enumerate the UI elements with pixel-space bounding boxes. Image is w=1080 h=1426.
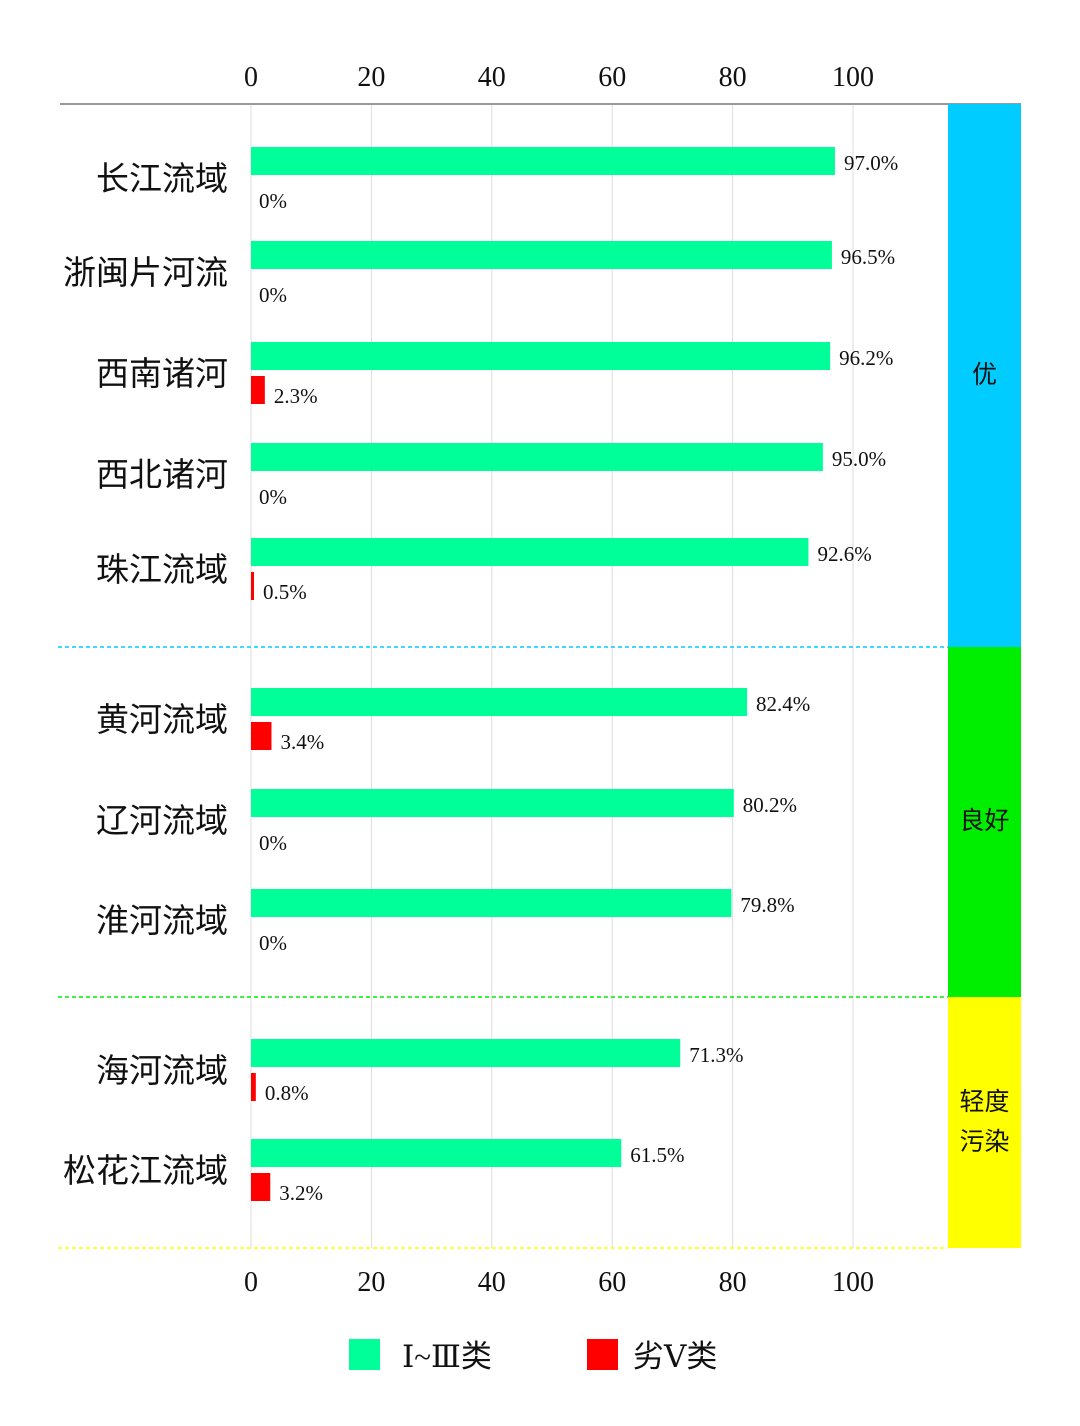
legend-label-below-class5: 劣Ⅴ类 bbox=[633, 1339, 717, 1374]
bar-class1-3 bbox=[251, 688, 748, 716]
bar-below-class5 bbox=[251, 572, 255, 600]
bar-class1-3 bbox=[251, 1039, 681, 1067]
group-label: 良好 bbox=[959, 808, 1010, 835]
group-band bbox=[948, 647, 1021, 997]
data-label-below-class5: 0% bbox=[259, 931, 287, 955]
data-label-class1-3: 82.4% bbox=[756, 692, 810, 716]
bar-class1-3 bbox=[251, 241, 832, 269]
group-label: 优 bbox=[971, 361, 997, 389]
data-label-class1-3: 96.2% bbox=[839, 346, 893, 370]
group-label-box: 优 bbox=[948, 104, 1021, 647]
category-label: 辽河流域 bbox=[96, 803, 228, 840]
bar-class1-3 bbox=[251, 538, 809, 566]
x-tick-label-bottom: 80 bbox=[719, 1267, 747, 1298]
x-tick-label-top: 100 bbox=[832, 62, 874, 93]
data-label-class1-3: 79.8% bbox=[740, 893, 794, 917]
bar-class1-3 bbox=[251, 889, 732, 917]
category-label: 海河流域 bbox=[96, 1053, 228, 1090]
data-label-class1-3: 80.2% bbox=[743, 793, 797, 817]
data-label-below-class5: 0.5% bbox=[263, 580, 307, 604]
category-label: 西北诸河 bbox=[96, 458, 228, 494]
x-tick-label-bottom: 40 bbox=[478, 1267, 506, 1298]
category-label: 长江流域 bbox=[96, 161, 228, 198]
bar-class1-3 bbox=[251, 1139, 622, 1167]
legend-swatch-class1-3 bbox=[349, 1339, 380, 1370]
data-label-class1-3: 97.0% bbox=[844, 151, 898, 175]
data-label-below-class5: 0% bbox=[259, 283, 287, 307]
group-label: 轻度污染 bbox=[959, 1088, 1010, 1156]
category-label: 珠江流域 bbox=[96, 552, 228, 589]
data-label-class1-3: 71.3% bbox=[689, 1043, 743, 1067]
data-label-class1-3: 96.5% bbox=[841, 245, 895, 269]
category-label: 西南诸河 bbox=[96, 356, 228, 393]
data-label-below-class5: 2.3% bbox=[274, 384, 318, 408]
bar-below-class5 bbox=[251, 722, 272, 750]
group-label-box: 轻度污染 bbox=[948, 997, 1021, 1248]
x-tick-label-bottom: 0 bbox=[244, 1267, 258, 1298]
x-tick-label-top: 0 bbox=[244, 62, 258, 93]
category-label: 淮河流域 bbox=[96, 903, 228, 940]
bar-below-class5 bbox=[251, 1173, 271, 1201]
data-label-class1-3: 92.6% bbox=[817, 542, 871, 566]
bar-class1-3 bbox=[251, 443, 823, 471]
group-band bbox=[948, 104, 1021, 647]
x-tick-label-bottom: 20 bbox=[357, 1267, 385, 1298]
bar-below-class5 bbox=[251, 1073, 256, 1101]
category-label: 黄河流域 bbox=[96, 702, 228, 739]
x-tick-label-top: 20 bbox=[357, 62, 385, 93]
x-tick-label-top: 80 bbox=[719, 62, 747, 93]
x-tick-label-top: 40 bbox=[478, 62, 506, 93]
data-label-below-class5: 0% bbox=[259, 831, 287, 855]
x-tick-label-top: 60 bbox=[598, 62, 626, 93]
group-band bbox=[948, 997, 1021, 1248]
data-label-class1-3: 95.0% bbox=[832, 447, 886, 471]
bar-class1-3 bbox=[251, 147, 835, 175]
bar-class1-3 bbox=[251, 789, 734, 817]
bar-class1-3 bbox=[251, 342, 831, 370]
group-label-box: 良好 bbox=[948, 647, 1021, 997]
legend-swatch-below-class5 bbox=[587, 1339, 618, 1370]
category-label: 浙闽片河流 bbox=[63, 255, 228, 292]
data-label-class1-3: 61.5% bbox=[630, 1143, 684, 1167]
category-label: 松花江流域 bbox=[63, 1153, 228, 1190]
x-tick-label-bottom: 100 bbox=[832, 1267, 874, 1298]
data-label-below-class5: 0% bbox=[259, 189, 287, 213]
data-label-below-class5: 0.8% bbox=[265, 1081, 309, 1105]
x-tick-label-bottom: 60 bbox=[598, 1267, 626, 1298]
data-label-below-class5: 3.4% bbox=[280, 730, 324, 754]
data-label-below-class5: 3.2% bbox=[279, 1181, 323, 1205]
data-label-below-class5: 0% bbox=[259, 485, 287, 509]
bar-below-class5 bbox=[251, 376, 265, 404]
legend-label-class1-3: Ⅰ~Ⅲ类 bbox=[402, 1339, 492, 1374]
